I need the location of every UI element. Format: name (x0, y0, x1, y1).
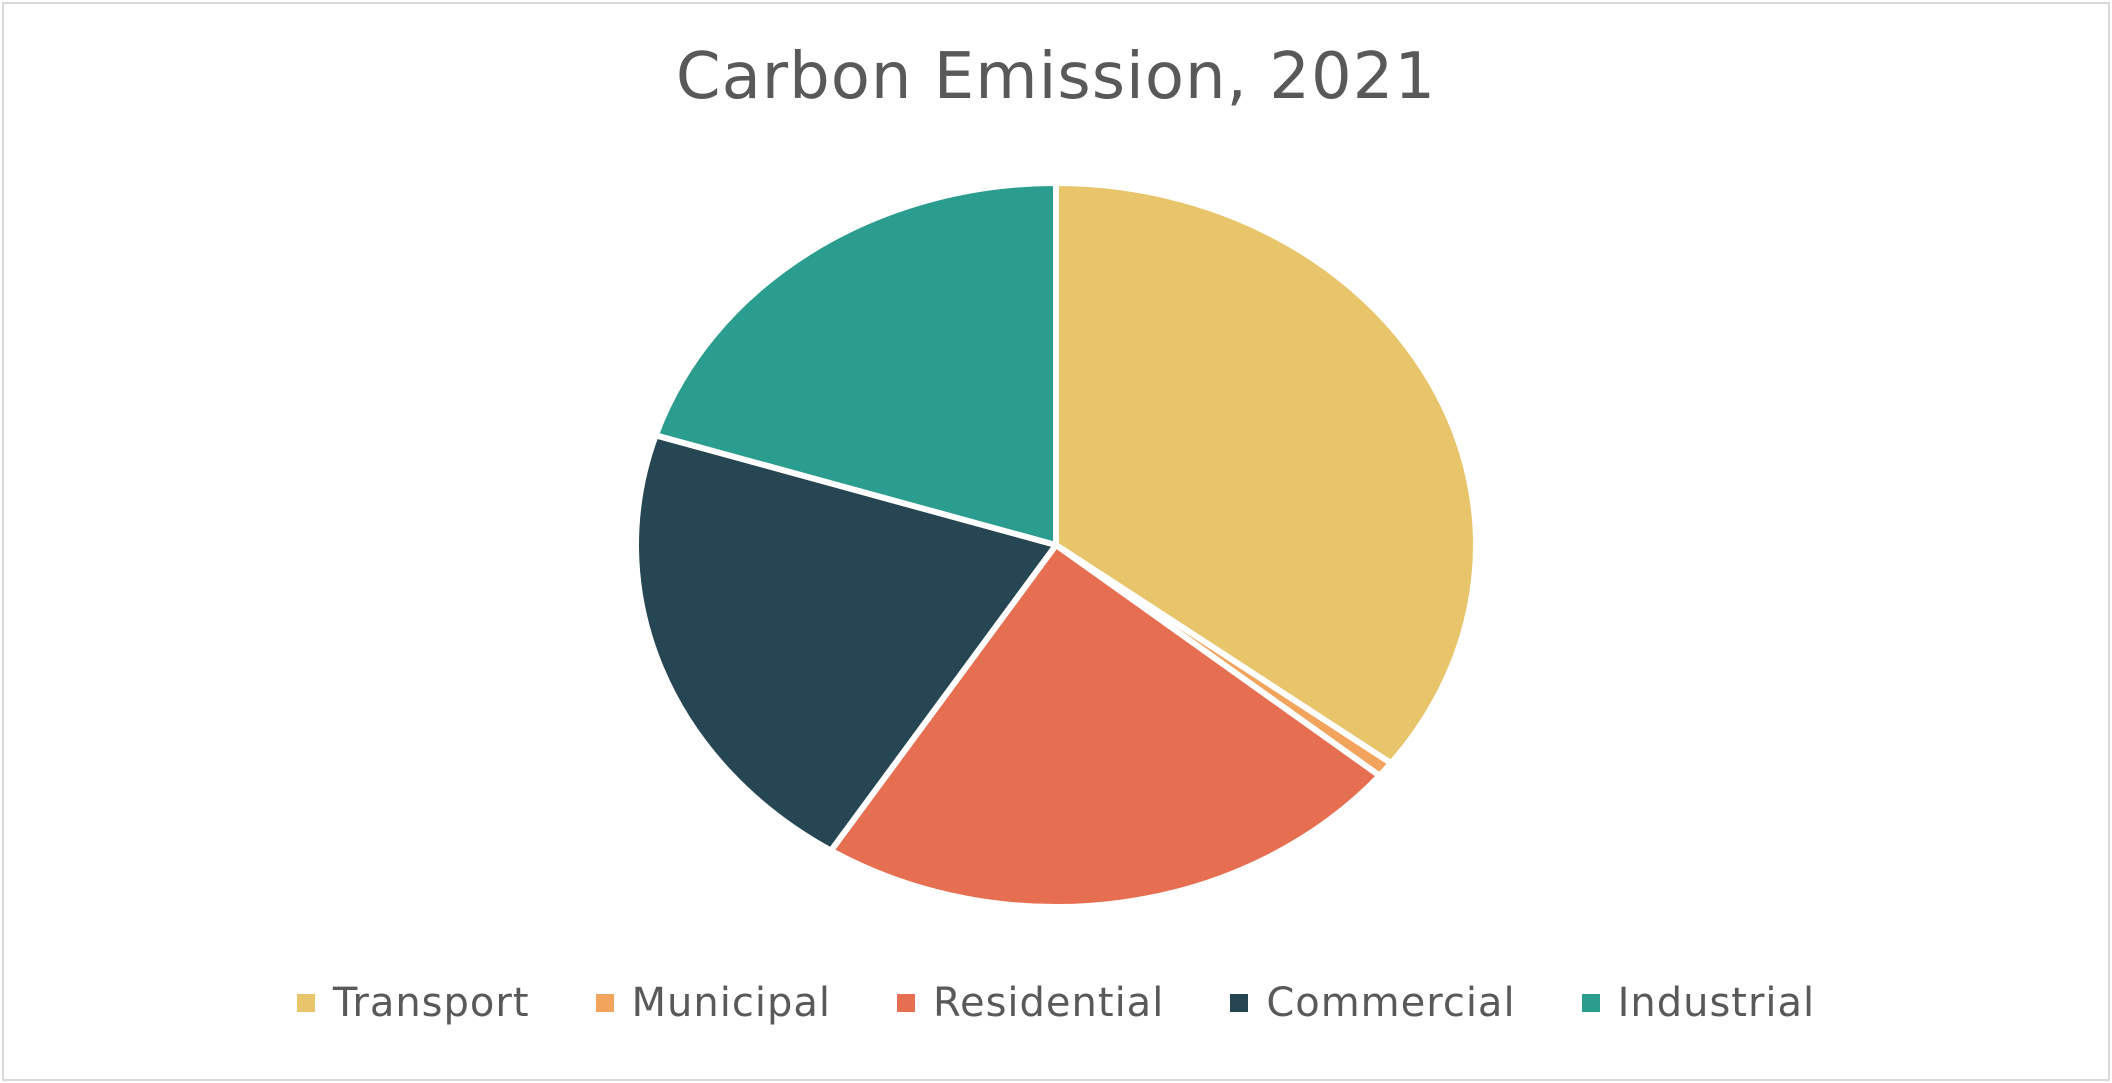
legend-swatch-transport (296, 994, 315, 1012)
legend-swatch-municipal (595, 994, 614, 1012)
legend-label-municipal: Municipal (631, 980, 831, 1026)
pie-slice-residential (827, 542, 1383, 911)
pie-slice-industrial (652, 180, 1059, 548)
legend-item-commercial: Commercial (1230, 980, 1515, 1026)
pie-slice-transport (1053, 180, 1479, 767)
legend: Transport Municipal Residential Commercial I… (0, 980, 2112, 1026)
legend-label-residential: Residential (932, 980, 1165, 1026)
legend-swatch-industrial (1581, 994, 1600, 1012)
chart-title: Carbon Emission, 2021 (675, 40, 1437, 114)
legend-swatch-commercial (1230, 994, 1249, 1012)
legend-item-residential: Residential (896, 980, 1165, 1026)
legend-label-commercial: Commercial (1266, 980, 1516, 1026)
legend-item-transport: Transport (296, 980, 530, 1026)
legend-item-municipal: Municipal (595, 980, 831, 1026)
legend-item-industrial: Industrial (1581, 980, 1816, 1026)
legend-label-industrial: Industrial (1617, 980, 1816, 1026)
legend-swatch-residential (896, 994, 915, 1012)
pie-slice-commercial (633, 432, 1059, 854)
legend-label-transport: Transport (332, 980, 530, 1026)
